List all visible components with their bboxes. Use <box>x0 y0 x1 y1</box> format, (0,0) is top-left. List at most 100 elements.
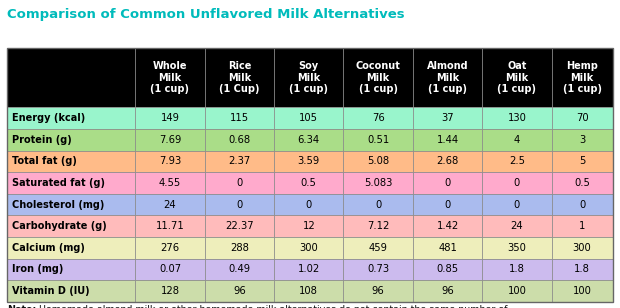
Text: Homemade almond milk or other homemade milk alternatives do not contain the same: Homemade almond milk or other homemade m… <box>36 305 507 308</box>
Text: 0.07: 0.07 <box>159 265 181 274</box>
Bar <box>482 280 552 302</box>
Text: 5.08: 5.08 <box>367 156 389 166</box>
Bar <box>482 172 552 194</box>
Bar <box>205 194 274 216</box>
Text: Iron (mg): Iron (mg) <box>12 265 63 274</box>
Bar <box>343 237 413 259</box>
Text: 130: 130 <box>508 113 526 123</box>
Bar <box>343 151 413 172</box>
Text: 96: 96 <box>441 286 454 296</box>
Text: 0.85: 0.85 <box>436 265 459 274</box>
Text: Coconut
Milk
(1 cup): Coconut Milk (1 cup) <box>356 61 401 94</box>
Bar <box>482 216 552 237</box>
Bar <box>205 48 274 107</box>
Text: 0.5: 0.5 <box>301 178 317 188</box>
Text: 12: 12 <box>303 221 315 231</box>
Text: 1.8: 1.8 <box>574 265 590 274</box>
Bar <box>205 216 274 237</box>
Bar <box>135 216 205 237</box>
Bar <box>274 237 343 259</box>
Text: 2.37: 2.37 <box>228 156 250 166</box>
Text: 3.59: 3.59 <box>298 156 320 166</box>
Bar <box>274 129 343 151</box>
Text: 1.44: 1.44 <box>436 135 459 145</box>
Text: 1.02: 1.02 <box>298 265 320 274</box>
Bar <box>7 129 135 151</box>
Text: 459: 459 <box>369 243 388 253</box>
Bar <box>343 48 413 107</box>
Bar <box>274 280 343 302</box>
Text: 96: 96 <box>372 286 384 296</box>
Text: 300: 300 <box>299 243 318 253</box>
Text: 300: 300 <box>573 243 591 253</box>
Bar <box>343 107 413 129</box>
Text: 70: 70 <box>576 113 588 123</box>
Text: 2.5: 2.5 <box>509 156 525 166</box>
Text: 7.69: 7.69 <box>159 135 181 145</box>
Text: Comparison of Common Unflavored Milk Alternatives: Comparison of Common Unflavored Milk Alt… <box>7 8 405 21</box>
Text: 0: 0 <box>236 200 242 210</box>
Bar <box>274 172 343 194</box>
Bar <box>343 280 413 302</box>
Bar <box>7 172 135 194</box>
Bar <box>205 129 274 151</box>
Bar <box>274 216 343 237</box>
Bar <box>7 259 135 280</box>
Bar <box>482 194 552 216</box>
Text: 24: 24 <box>511 221 523 231</box>
Bar <box>413 259 482 280</box>
Text: 76: 76 <box>372 113 384 123</box>
Text: Hemp
Milk
(1 cup): Hemp Milk (1 cup) <box>562 61 601 94</box>
Text: 100: 100 <box>508 286 526 296</box>
Bar <box>274 48 343 107</box>
Bar <box>135 237 205 259</box>
Text: 0: 0 <box>445 200 451 210</box>
Text: 0.73: 0.73 <box>367 265 389 274</box>
Bar <box>274 107 343 129</box>
Bar <box>482 259 552 280</box>
Text: Calcium (mg): Calcium (mg) <box>12 243 85 253</box>
Bar <box>135 259 205 280</box>
Bar <box>135 129 205 151</box>
Text: 5.083: 5.083 <box>364 178 392 188</box>
Text: 22.37: 22.37 <box>225 221 254 231</box>
Text: 96: 96 <box>233 286 246 296</box>
Text: Total fat (g): Total fat (g) <box>12 156 77 166</box>
Text: Oat
Milk
(1 cup): Oat Milk (1 cup) <box>497 61 536 94</box>
Text: Whole
Milk
(1 cup): Whole Milk (1 cup) <box>151 61 190 94</box>
Text: 276: 276 <box>161 243 180 253</box>
Bar <box>413 237 482 259</box>
Bar <box>552 172 613 194</box>
Text: 2.68: 2.68 <box>436 156 459 166</box>
Bar <box>552 129 613 151</box>
Bar <box>552 216 613 237</box>
Bar <box>205 259 274 280</box>
Bar <box>413 280 482 302</box>
Text: 0.5: 0.5 <box>574 178 590 188</box>
Bar <box>274 151 343 172</box>
Text: 7.12: 7.12 <box>367 221 389 231</box>
Text: 288: 288 <box>230 243 249 253</box>
Text: Cholesterol (mg): Cholesterol (mg) <box>12 200 104 210</box>
Bar <box>343 216 413 237</box>
Bar <box>135 151 205 172</box>
Text: 0: 0 <box>375 200 381 210</box>
Text: 105: 105 <box>299 113 318 123</box>
Bar <box>552 48 613 107</box>
Bar <box>413 48 482 107</box>
Bar <box>552 151 613 172</box>
Text: 3: 3 <box>579 135 585 145</box>
Bar <box>552 237 613 259</box>
Bar <box>205 280 274 302</box>
Bar <box>205 172 274 194</box>
Bar <box>482 151 552 172</box>
Bar <box>552 259 613 280</box>
Text: Carbohydrate (g): Carbohydrate (g) <box>12 221 107 231</box>
Text: 0: 0 <box>579 200 585 210</box>
Text: Saturated fat (g): Saturated fat (g) <box>12 178 105 188</box>
Text: Energy (kcal): Energy (kcal) <box>12 113 85 123</box>
Bar <box>7 48 613 302</box>
Bar <box>413 151 482 172</box>
Text: 0: 0 <box>445 178 451 188</box>
Bar <box>343 259 413 280</box>
